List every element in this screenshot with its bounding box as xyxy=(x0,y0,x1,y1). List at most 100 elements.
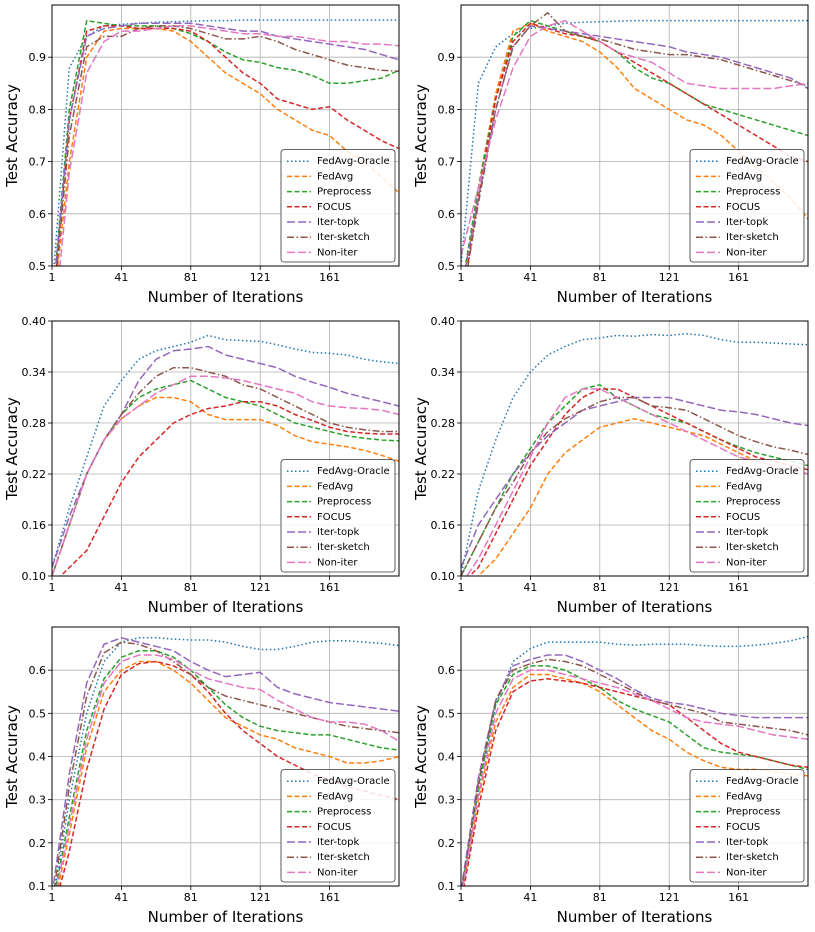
y-tick-label: 0.5 xyxy=(438,260,456,273)
series-line xyxy=(53,641,399,886)
x-tick-label: 41 xyxy=(523,891,537,904)
y-tick-label: 0.16 xyxy=(22,519,47,532)
x-tick-label: 41 xyxy=(523,581,537,594)
y-axis-label: Test Accuracy xyxy=(412,397,430,501)
legend-label: FedAvg xyxy=(317,481,353,492)
x-tick-label: 81 xyxy=(184,891,198,904)
y-tick-label: 0.28 xyxy=(22,417,47,430)
legend-box xyxy=(280,459,396,573)
x-axis-label: Number of Iterations xyxy=(148,908,304,926)
legend-label: Iter-topk xyxy=(726,217,768,228)
y-tick-label: 0.5 xyxy=(438,707,456,720)
legend-label: Iter-sketch xyxy=(317,232,370,243)
legend-box xyxy=(689,769,805,883)
axes-frame xyxy=(51,626,400,887)
legend: FedAvg-Oracle FedAvg Preprocess FOCUS Iter-t… xyxy=(689,769,805,883)
series-line xyxy=(59,401,399,576)
x-tick-label: 161 xyxy=(319,271,340,284)
legend-label: FedAvg xyxy=(726,791,762,802)
x-tick-label: 81 xyxy=(593,891,607,904)
legend: FedAvg-Oracle FedAvg Preprocess FOCUS Iter-t… xyxy=(280,769,396,883)
legend-label: FOCUS xyxy=(726,202,760,213)
series-line xyxy=(465,388,808,576)
y-tick-label: 0.1 xyxy=(438,880,456,893)
x-tick-label: 41 xyxy=(114,581,128,594)
series-line xyxy=(57,660,399,886)
series-line xyxy=(467,11,808,266)
legend-label: FedAvg-Oracle xyxy=(726,776,799,787)
y-tick-label: 0.6 xyxy=(29,208,47,221)
legend-label: Non-iter xyxy=(317,557,358,568)
subplot: 0.1 0.2 0.3 0.4 0.5 0.6 1 41 81 121 161 Number of I… xyxy=(412,626,809,926)
x-tick-label: 121 xyxy=(659,891,680,904)
x-tick-label: 1 xyxy=(458,271,465,284)
series-line xyxy=(462,669,808,886)
x-axis-label: Number of Iterations xyxy=(148,288,304,306)
legend-label: FedAvg xyxy=(317,791,353,802)
legend-label: FedAvg-Oracle xyxy=(317,156,390,167)
series-line xyxy=(466,22,808,266)
x-tick-label: 1 xyxy=(49,271,56,284)
legend-label: Non-iter xyxy=(317,247,358,258)
subplot: 0.10 0.16 0.22 0.28 0.34 0.40 1 41 81 121 161 Numbe… xyxy=(412,315,809,616)
y-tick-label: 0.3 xyxy=(29,794,47,807)
series-line xyxy=(52,375,399,576)
x-tick-label: 121 xyxy=(659,271,680,284)
legend-label: Iter-topk xyxy=(317,217,359,228)
subplot: 0.1 0.2 0.3 0.4 0.5 0.6 1 41 81 121 161 Number of I… xyxy=(3,626,400,926)
series-line xyxy=(52,637,399,886)
axes-frame xyxy=(460,320,809,577)
plot-lines xyxy=(52,334,399,576)
legend-label: Preprocess xyxy=(726,497,780,508)
y-tick-label: 0.9 xyxy=(438,51,456,64)
x-axis-label: Number of Iterations xyxy=(557,908,713,926)
y-tick-label: 0.8 xyxy=(29,103,47,116)
legend-label: Preprocess xyxy=(317,497,371,508)
legend-label: FedAvg-Oracle xyxy=(726,466,799,477)
y-tick-label: 0.10 xyxy=(431,570,456,583)
x-tick-label: 41 xyxy=(114,891,128,904)
series-line xyxy=(55,25,399,266)
x-tick-label: 121 xyxy=(250,581,271,594)
y-tick-label: 0.6 xyxy=(29,664,47,677)
axes-frame xyxy=(460,626,809,887)
series-line xyxy=(55,22,399,266)
axes-frame xyxy=(460,4,809,267)
legend-label: FedAvg xyxy=(317,171,353,182)
legend-box xyxy=(689,459,805,573)
x-tick-label: 1 xyxy=(49,581,56,594)
x-tick-label: 121 xyxy=(250,891,271,904)
legend-label: FedAvg-Oracle xyxy=(317,776,390,787)
x-axis-label: Number of Iterations xyxy=(557,288,713,306)
series-line xyxy=(54,19,399,266)
subplot: 0.5 0.6 0.7 0.8 0.9 1 41 81 121 161 Number of Iter… xyxy=(412,4,809,306)
series-line xyxy=(461,19,808,256)
series-line xyxy=(464,19,808,266)
legend-label: FOCUS xyxy=(726,512,760,523)
y-tick-label: 0.9 xyxy=(29,51,47,64)
subplot: 0.5 0.6 0.7 0.8 0.9 1 41 81 121 161 Number of Iter… xyxy=(3,4,400,306)
y-tick-label: 0.40 xyxy=(431,315,456,328)
y-tick-label: 0.6 xyxy=(438,208,456,221)
y-tick-label: 0.22 xyxy=(22,468,47,481)
series-line xyxy=(461,654,808,886)
legend-label: Iter-topk xyxy=(317,837,359,848)
legend: FedAvg-Oracle FedAvg Preprocess FOCUS Iter-t… xyxy=(280,149,396,263)
x-tick-label: 81 xyxy=(184,581,198,594)
legend-label: Iter-sketch xyxy=(726,542,779,553)
legend-label: Iter-sketch xyxy=(317,542,370,553)
legend-label: Non-iter xyxy=(317,867,358,878)
series-line xyxy=(59,25,399,266)
x-tick-label: 41 xyxy=(523,271,537,284)
legend-label: FedAvg-Oracle xyxy=(726,156,799,167)
legend-label: FedAvg xyxy=(726,481,762,492)
y-tick-label: 0.40 xyxy=(22,315,47,328)
x-tick-label: 81 xyxy=(593,581,607,594)
series-line xyxy=(462,673,808,886)
y-tick-label: 0.6 xyxy=(438,664,456,677)
y-axis-label: Test Accuracy xyxy=(412,705,430,809)
series-line xyxy=(54,637,399,886)
x-tick-label: 1 xyxy=(458,581,465,594)
x-tick-label: 121 xyxy=(250,271,271,284)
